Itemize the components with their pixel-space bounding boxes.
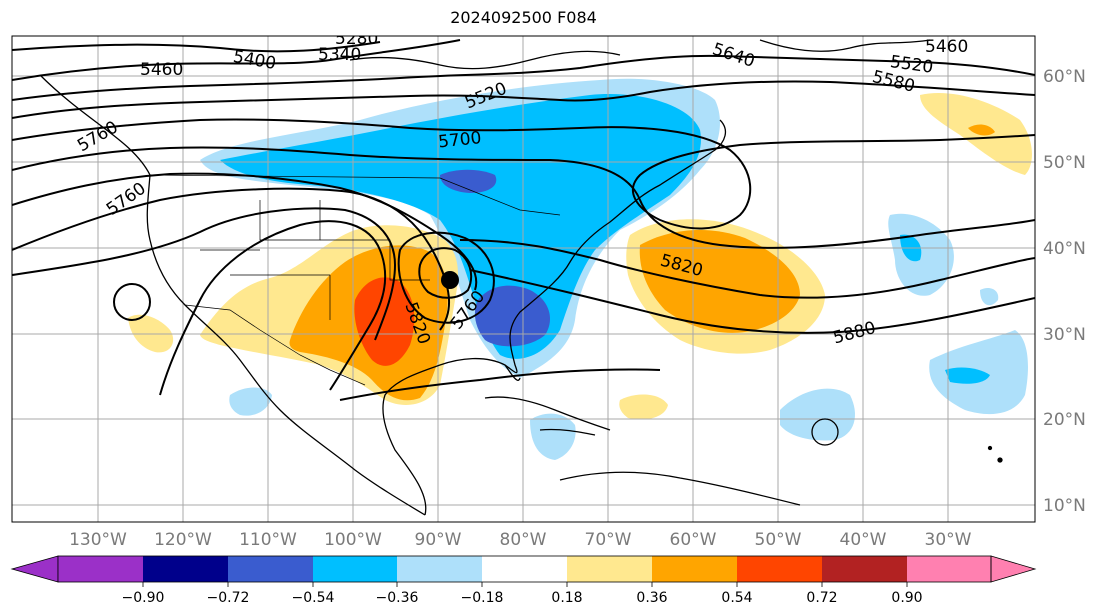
lon-label: 100°W: [324, 530, 382, 550]
colorbar-segment: [228, 556, 313, 582]
colorbar-tick-label: −0.36: [376, 590, 419, 606]
colorbar-tick-label: −0.18: [461, 590, 504, 606]
longitude-labels: 130°W 120°W 110°W 100°W 90°W 80°W 70°W 6…: [69, 530, 972, 550]
lat-label: 10°N: [1043, 496, 1086, 516]
colorbar-tick-label: 0.18: [551, 590, 582, 606]
lon-label: 40°W: [840, 530, 887, 550]
colorbar-segment: [652, 556, 737, 582]
colorbar-tick-label: −0.72: [207, 590, 250, 606]
storm-center-marker: [441, 271, 459, 289]
colorbar-segment: [143, 556, 228, 582]
lon-label: 70°W: [585, 530, 632, 550]
lon-label: 120°W: [154, 530, 212, 550]
colorbar-tick-label: 0.54: [721, 590, 752, 606]
contour-label: 5340: [318, 45, 361, 65]
map-frame: [11, 35, 1036, 523]
lon-label: 130°W: [69, 530, 127, 550]
lat-label: 40°N: [1043, 239, 1086, 259]
lon-label: 80°W: [500, 530, 547, 550]
colorbar-tick-label: 0.72: [806, 590, 837, 606]
height-contours: [12, 39, 1035, 401]
latitude-labels: 60°N 50°N 40°N 30°N 20°N 10°N: [1043, 67, 1086, 516]
contour-label: 5280: [335, 29, 378, 49]
colorbar-segment: [10, 555, 59, 583]
lon-label: 30°W: [925, 530, 972, 550]
map-gridlines: [12, 36, 1035, 522]
colorbar-segment: [313, 556, 397, 582]
colorbar-tick-label: −0.54: [292, 590, 335, 606]
lat-label: 60°N: [1043, 67, 1086, 87]
contour-label: 5460: [140, 60, 183, 80]
lon-label: 110°W: [239, 530, 297, 550]
colorbar-segment: [907, 556, 991, 582]
colorbar-tick-label: 0.90: [891, 590, 922, 606]
lat-label: 20°N: [1043, 410, 1086, 430]
colorbar-tick-label: −0.90: [122, 590, 165, 606]
lon-label: 60°W: [670, 530, 717, 550]
lon-label: 50°W: [755, 530, 802, 550]
colorbar-segment: [397, 556, 482, 582]
lat-label: 50°N: [1043, 153, 1086, 173]
colorbar-segment: [58, 556, 143, 582]
lon-label: 90°W: [415, 530, 462, 550]
colorbar: −0.90 −0.72 −0.54 −0.36 −0.18 0.18 0.36 …: [10, 555, 1037, 606]
contour-label: 5460: [925, 37, 968, 57]
map-title: 2024092500 F084: [450, 8, 597, 27]
colorbar-segment: [822, 556, 907, 582]
colorbar-segment: [737, 556, 822, 582]
contour-label: 5700: [437, 128, 482, 152]
colorbar-tick-label: 0.36: [636, 590, 667, 606]
lat-label: 30°N: [1043, 325, 1086, 345]
colorbar-segment: [567, 556, 652, 582]
colorbar-segment: [990, 555, 1037, 583]
political-borders: [149, 174, 561, 386]
colorbar-segment: [482, 556, 567, 582]
map-area: 5280 5340 5400 5460 5460 5520 5520 5580 …: [12, 29, 1035, 522]
